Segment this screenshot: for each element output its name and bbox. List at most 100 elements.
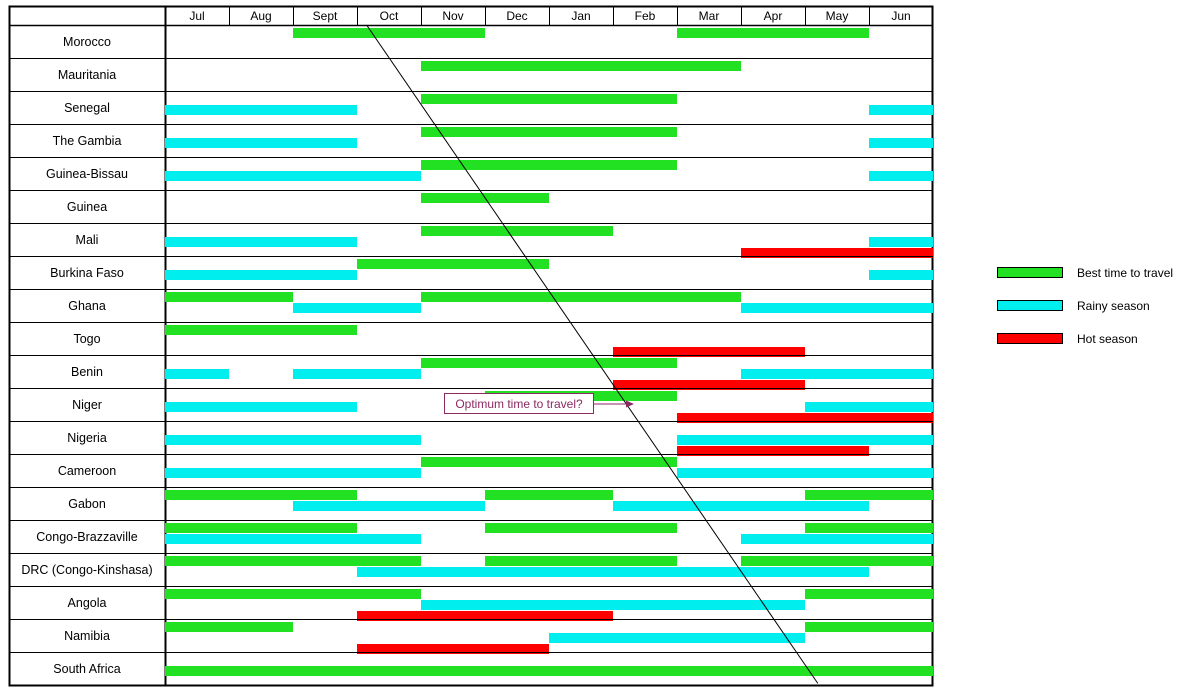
country-label: Ghana [68, 299, 106, 313]
bar-best [485, 556, 677, 566]
bar-best [421, 127, 677, 137]
month-label: Nov [442, 9, 463, 23]
month-label: May [826, 9, 849, 23]
annotation-box [444, 393, 594, 414]
bar-best [805, 523, 933, 533]
legend-swatch-hot [997, 333, 1063, 344]
bar-best [741, 556, 933, 566]
bar-hot [677, 413, 933, 423]
country-label: Niger [72, 398, 102, 412]
bar-best [485, 523, 677, 533]
country-label: Gabon [68, 497, 106, 511]
bar-rainy [869, 270, 933, 280]
country-label: Benin [71, 365, 103, 379]
bar-best [165, 622, 293, 632]
bar-hot [613, 347, 805, 357]
month-label: Aug [250, 9, 271, 23]
country-label: Guinea [67, 200, 107, 214]
bar-rainy [165, 171, 421, 181]
bar-best [421, 457, 677, 467]
bar-best [165, 523, 357, 533]
country-label: Togo [73, 332, 100, 346]
bar-best [165, 556, 421, 566]
country-label: Angola [68, 596, 107, 610]
month-label: Feb [635, 9, 656, 23]
country-label: Namibia [64, 629, 110, 643]
bar-best [421, 94, 677, 104]
bar-rainy [165, 468, 421, 478]
bar-best [421, 160, 677, 170]
country-label: Congo-Brazzaville [36, 530, 137, 544]
bar-best [421, 292, 741, 302]
legend-label: Best time to travel [1077, 266, 1173, 280]
bar-best [165, 490, 357, 500]
bar-best [421, 358, 677, 368]
bar-best [421, 226, 613, 236]
bar-best [421, 61, 741, 71]
bar-best [165, 292, 293, 302]
country-label: Cameroon [58, 464, 116, 478]
bar-rainy [165, 270, 357, 280]
bar-rainy [293, 303, 421, 313]
country-label: Senegal [64, 101, 110, 115]
bar-rainy [421, 600, 805, 610]
bar-best [805, 490, 933, 500]
bar-rainy [677, 468, 933, 478]
bar-rainy [805, 402, 933, 412]
month-label: Jan [571, 9, 590, 23]
bar-rainy [869, 171, 933, 181]
legend-label: Hot season [1077, 332, 1138, 346]
bar-rainy [549, 633, 805, 643]
bar-rainy [741, 369, 933, 379]
bar-hot [357, 611, 613, 621]
bar-hot [677, 446, 869, 456]
bar-rainy [869, 105, 933, 115]
month-label: Jul [189, 9, 204, 23]
bar-rainy [165, 105, 357, 115]
bar-rainy [741, 534, 933, 544]
bar-rainy [869, 138, 933, 148]
bar-best [165, 666, 933, 676]
month-label: Sept [313, 9, 338, 23]
month-label: Dec [506, 9, 527, 23]
bar-best [165, 589, 421, 599]
bar-hot [741, 248, 933, 258]
bar-best [805, 589, 933, 599]
annotation-arrowhead [626, 400, 634, 408]
bar-rainy [165, 534, 421, 544]
legend-swatch-best [997, 267, 1063, 278]
bar-rainy [165, 138, 357, 148]
bar-rainy [357, 567, 869, 577]
bar-hot [357, 644, 549, 654]
bar-hot [613, 380, 805, 390]
country-label: Guinea-Bissau [46, 167, 128, 181]
legend-label: Rainy season [1077, 299, 1150, 313]
bar-best [677, 28, 869, 38]
month-label: Oct [380, 9, 399, 23]
country-label: DRC (Congo-Kinshasa) [21, 563, 152, 577]
bar-rainy [741, 303, 933, 313]
bar-rainy [165, 435, 421, 445]
bar-best [165, 325, 357, 335]
month-label: Apr [764, 9, 783, 23]
bar-best [805, 622, 933, 632]
bar-rainy [293, 369, 421, 379]
bar-best [485, 490, 613, 500]
bar-rainy [613, 501, 869, 511]
country-label: South Africa [53, 662, 120, 676]
country-label: Burkina Faso [50, 266, 124, 280]
month-label: Mar [699, 9, 720, 23]
bar-rainy [165, 402, 357, 412]
bar-best [293, 28, 485, 38]
country-label: The Gambia [53, 134, 122, 148]
bar-rainy [293, 501, 485, 511]
country-label: Nigeria [67, 431, 107, 445]
annotation-label: Optimum time to travel? [455, 397, 583, 411]
bar-rainy [165, 237, 357, 247]
legend-swatch-rainy [997, 300, 1063, 311]
bar-rainy [869, 237, 933, 247]
country-label: Morocco [63, 35, 111, 49]
bar-best [357, 259, 549, 269]
